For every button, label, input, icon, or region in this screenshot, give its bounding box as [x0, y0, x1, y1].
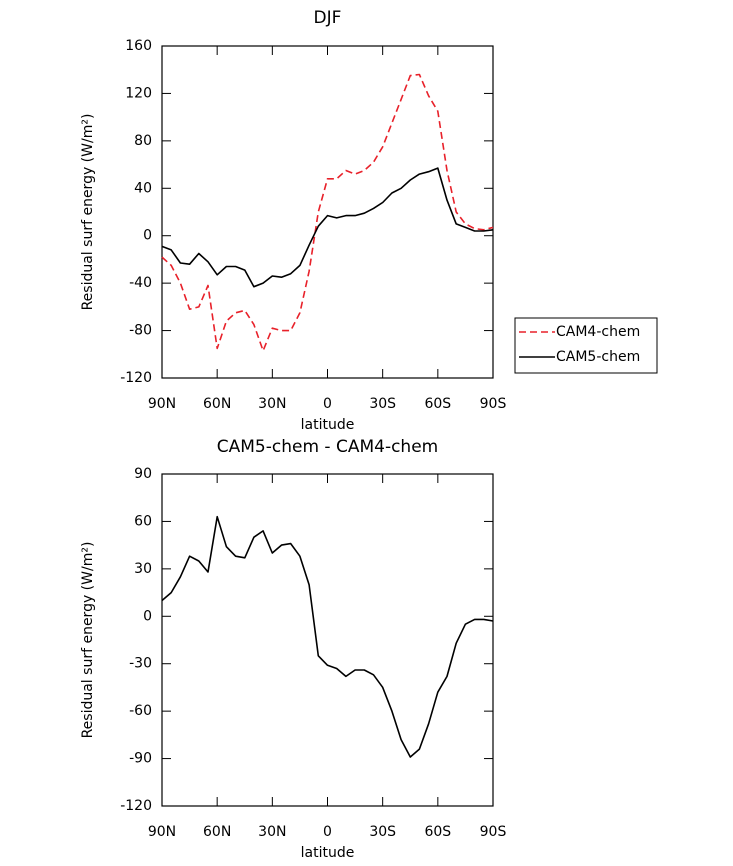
x-tick-label: 60S: [424, 824, 451, 840]
legend-box: [514, 317, 658, 374]
y-tick-label: 30: [134, 561, 152, 577]
y-tick-label: -90: [129, 751, 152, 767]
x-tick-label: 0: [323, 824, 332, 840]
y-tick-label: 160: [125, 38, 152, 54]
x-tick-label: 30S: [369, 824, 396, 840]
x-tick-label: 60N: [203, 396, 231, 412]
x-tick-label: 90N: [148, 824, 176, 840]
y-tick-label: -80: [129, 323, 152, 339]
y-tick-label: 40: [134, 180, 152, 196]
x-tick-label: 60S: [424, 396, 451, 412]
x-tick-label: 90N: [148, 396, 176, 412]
y-tick-label: -40: [129, 275, 152, 291]
line: [161, 167, 494, 288]
y-tick-label: -30: [129, 656, 152, 672]
y-tick-label: 60: [134, 513, 152, 529]
y-tick-label: -60: [129, 703, 152, 719]
plot-frame: [161, 45, 494, 379]
x-tick-label: 90S: [480, 396, 507, 412]
chart-title: CAM5-chem - CAM4-chem: [217, 437, 438, 457]
line: [161, 515, 494, 758]
y-tick-label: 90: [134, 466, 152, 482]
x-tick-label: 30N: [258, 396, 286, 412]
x-axis-label: latitude: [301, 417, 355, 433]
y-tick-label: 80: [134, 133, 152, 149]
y-tick-label: 120: [125, 85, 152, 101]
legend-label: CAM5-chem: [556, 349, 640, 365]
y-axis-label: Residual surf energy (W/m²): [80, 542, 96, 739]
x-tick-label: 0: [323, 396, 332, 412]
y-tick-label: 0: [143, 228, 152, 244]
plot-frame: [161, 473, 494, 807]
chart-title: DJF: [314, 8, 342, 28]
x-tick-label: 60N: [203, 824, 231, 840]
y-axis-label: Residual surf energy (W/m²): [80, 114, 96, 311]
y-tick-label: -120: [120, 370, 152, 386]
x-tick-label: 30N: [258, 824, 286, 840]
legend-label: CAM4-chem: [556, 324, 640, 340]
y-tick-label: 0: [143, 608, 152, 624]
line: [161, 73, 494, 352]
x-tick-label: 30S: [369, 396, 396, 412]
x-tick-label: 90S: [480, 824, 507, 840]
x-axis-label: latitude: [301, 845, 355, 861]
y-tick-label: -120: [120, 798, 152, 814]
